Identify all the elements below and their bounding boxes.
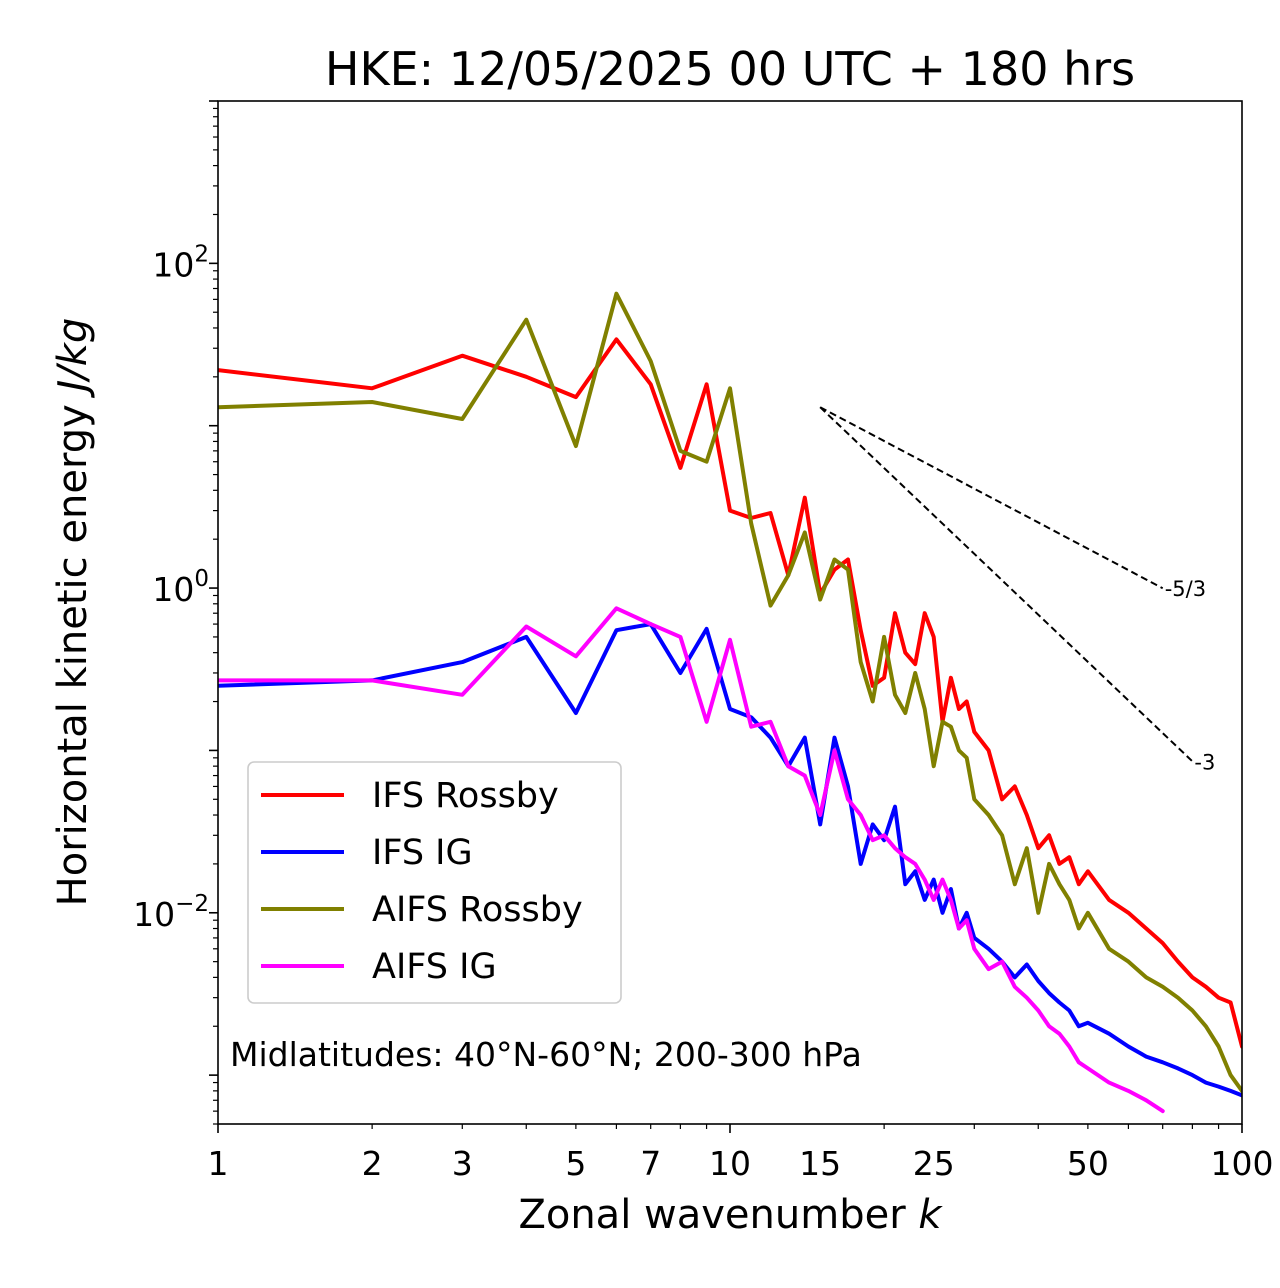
reference-line-label-1: -5/3 [1165,577,1206,601]
y-axis: 10−2 100 102 [133,100,218,1125]
x-axis-label-symbol: k [918,1192,943,1238]
legend-box [247,761,622,1004]
x-tick-label: 15 [799,1144,841,1183]
legend-label: AIFS IG [372,947,497,987]
x-axis-label-text: Zonal wavenumber [518,1192,906,1238]
reference-line-1 [819,406,1164,590]
y-axis-label-units: J/kg [50,318,96,399]
legend-label: AIFS Rossby [372,890,583,930]
reference-line-label-2: -3 [1194,750,1215,774]
series-line-aifs-rossby [218,291,1242,1093]
y-axis-label-text: Horizontal kinetic energy [50,404,96,906]
x-tick-label: 2 [362,1144,383,1183]
reference-line-2 [819,406,1194,763]
y-tick-label: 102 [152,241,209,284]
x-tick-label: 100 [1211,1144,1274,1183]
x-tick-label: 50 [1067,1144,1109,1183]
x-tick-label: 1 [208,1144,229,1183]
y-tick-label: 100 [152,566,209,609]
x-tick-label: 10 [709,1144,751,1183]
chart-title: HKE: 12/05/2025 00 UTC + 180 hrs [325,42,1135,96]
y-axis-label: Horizontal kinetic energy J/kg [50,318,96,907]
series-line-aifs-ig [218,606,1165,1114]
plot-area: -5/3 -3 [217,100,1243,1125]
x-axis: 1 2 3 5 7 10 15 25 50 100 [208,1124,1274,1183]
x-tick-label: 25 [913,1144,955,1183]
x-tick-label: 5 [565,1144,586,1183]
legend-label: IFS IG [372,833,473,873]
x-tick-label: 7 [640,1144,661,1183]
x-tick-label: 3 [452,1144,473,1183]
series-line-ifs-rossby [218,337,1242,1049]
series-line-ifs-ig [218,622,1242,1098]
reference-lines: -5/3 -3 [819,406,1215,774]
series-group [218,291,1242,1114]
y-tick-label: 10−2 [133,891,209,934]
x-axis-label: Zonal wavenumber k [518,1192,943,1238]
legend: IFS Rossby IFS IG AIFS Rossby AIFS IG [247,761,622,1004]
region-annotation: Midlatitudes: 40°N-60°N; 200-300 hPa [230,1035,862,1074]
legend-label: IFS Rossby [372,776,559,816]
